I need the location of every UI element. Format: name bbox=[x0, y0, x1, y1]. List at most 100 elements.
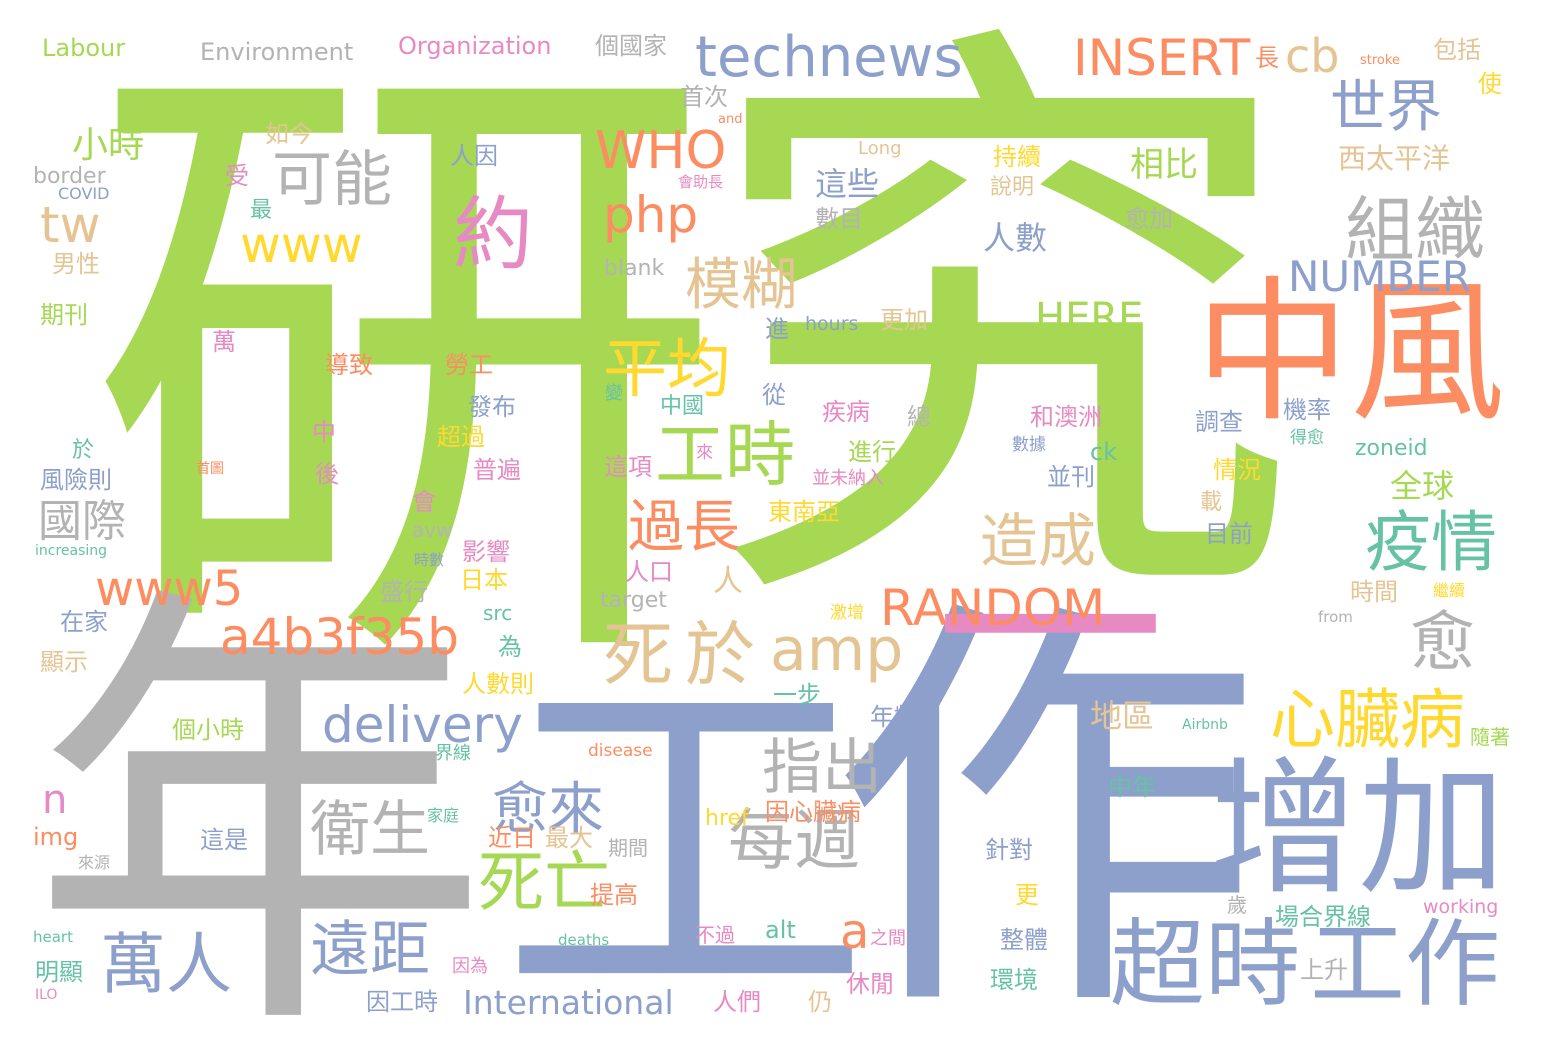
word-fabu: 發布 bbox=[468, 395, 516, 419]
word-gexiaoshi: 個小時 bbox=[172, 718, 244, 742]
word-covid: COVID bbox=[58, 186, 109, 202]
word-working: working bbox=[1423, 898, 1498, 917]
word-diqu: 地區 bbox=[1090, 700, 1154, 732]
word-jixu: 繼續 bbox=[1433, 583, 1465, 599]
word-chaoguo: 超過 bbox=[437, 425, 485, 449]
word-yinwei: 因為 bbox=[452, 958, 488, 976]
word-mingxian: 明顯 bbox=[35, 960, 83, 984]
word-zoneid: zoneid bbox=[1355, 438, 1428, 460]
word-number: NUMBER bbox=[1288, 256, 1471, 298]
word-geng: 更 bbox=[1015, 883, 1039, 907]
word-xianshi: 顯示 bbox=[40, 650, 88, 674]
word-jiating: 家庭 bbox=[427, 808, 459, 824]
word-shou: 受 bbox=[225, 164, 249, 188]
word-img: img bbox=[33, 825, 78, 849]
word-zhexie: 這些 bbox=[815, 168, 879, 200]
word-xinzangbing: 心臟病 bbox=[1270, 688, 1465, 753]
word-zhongnian: 中年 bbox=[1108, 775, 1156, 799]
word-hou: 後 bbox=[315, 462, 339, 486]
word-rujin: 如今 bbox=[265, 122, 313, 146]
word-gengjia: 更加 bbox=[880, 308, 928, 332]
word-increasing: increasing bbox=[35, 544, 107, 558]
word-airbnb: Airbnb bbox=[1182, 718, 1228, 732]
word-reng: 仍 bbox=[808, 990, 832, 1014]
word-chixu: 持續 bbox=[993, 145, 1041, 169]
word-zaijia: 在家 bbox=[60, 610, 108, 634]
word-yiqing: 疫情 bbox=[1365, 510, 1497, 576]
word-si: 死 bbox=[603, 620, 673, 690]
word-shumu: 數目 bbox=[815, 207, 863, 231]
word-disease: disease bbox=[588, 743, 653, 760]
word-yu3: 於 bbox=[72, 440, 94, 462]
word-jilv: 機率 bbox=[1283, 398, 1331, 422]
word-renmen: 人們 bbox=[713, 990, 761, 1014]
word-muqian: 目前 bbox=[1205, 522, 1253, 546]
word-zhendui: 針對 bbox=[985, 838, 1033, 862]
word-ren: 人 bbox=[713, 567, 743, 597]
word-insert: INSERT bbox=[1073, 33, 1250, 83]
word-wanren: 萬人 bbox=[100, 932, 232, 998]
word-diaocha: 調查 bbox=[1195, 410, 1243, 434]
word-zhichu: 指出 bbox=[762, 738, 882, 798]
word-zhong: 中 bbox=[312, 420, 336, 444]
word-www5: www5 bbox=[95, 565, 243, 613]
word-wan: 萬 bbox=[212, 330, 236, 354]
word-cong: 從 bbox=[762, 383, 786, 407]
word-organization: Organization bbox=[398, 34, 551, 58]
word-xiangbi: 相比 bbox=[1130, 148, 1198, 182]
word-zengjia: 增加 bbox=[1210, 755, 1506, 903]
word-lai: 來 bbox=[696, 445, 713, 462]
word-wei: 為 bbox=[498, 635, 522, 659]
word-from: from bbox=[1318, 610, 1353, 625]
word-a: a bbox=[840, 908, 869, 956]
word-yu2: 於 bbox=[685, 620, 755, 690]
word-n: n bbox=[42, 780, 67, 820]
word-environment: Environment bbox=[200, 40, 353, 64]
word-and: and bbox=[718, 113, 742, 126]
word-jibing: 疾病 bbox=[822, 400, 870, 424]
word-heaozhou: 和澳洲 bbox=[1030, 405, 1102, 429]
word-yu: 愈 bbox=[1410, 610, 1475, 675]
word-yingongshi: 因工時 bbox=[366, 990, 438, 1014]
word-shengxing: 盛行 bbox=[380, 580, 428, 604]
word-yue: 約 bbox=[453, 195, 533, 275]
word-qijian: 期間 bbox=[608, 838, 648, 858]
word-shuju: 數據 bbox=[1012, 437, 1046, 454]
word-php: php bbox=[603, 190, 698, 240]
word-avw: avw bbox=[412, 520, 452, 540]
word-international: International bbox=[463, 986, 674, 1019]
word-nanxing: 男性 bbox=[52, 252, 100, 276]
word-alt: alt bbox=[765, 918, 796, 942]
word-dongnanya: 東南亞 bbox=[768, 500, 840, 524]
word-www: www bbox=[240, 220, 363, 270]
word-chang: 長 bbox=[1255, 46, 1279, 70]
word-xiaoshi: 小時 bbox=[72, 128, 144, 164]
word-guochang: 過長 bbox=[628, 500, 740, 556]
word-zhexiang: 這項 bbox=[604, 455, 652, 479]
word-chaoshi: 超時 bbox=[1110, 918, 1300, 1013]
word-cb: cb bbox=[1285, 33, 1340, 79]
word-renkou: 人口 bbox=[625, 560, 673, 584]
word-buguo: 不過 bbox=[695, 925, 735, 945]
word-suizhe: 隨著 bbox=[1470, 727, 1510, 747]
word-jiexian: 界線 bbox=[435, 745, 471, 763]
word-renyin: 人因 bbox=[450, 144, 498, 168]
word-zong: 總 bbox=[907, 405, 931, 429]
word-yuanju: 遠距 bbox=[310, 920, 430, 980]
word-changhejiexian: 場合界線 bbox=[1275, 905, 1371, 929]
word-gongshi: 工時 bbox=[655, 420, 795, 490]
word-shijie: 世界 bbox=[1330, 80, 1442, 136]
word-zhongguo: 中國 bbox=[660, 396, 704, 418]
word-mohu: 模糊 bbox=[685, 258, 797, 314]
word-long: Long bbox=[858, 140, 902, 158]
word-xiuxian: 休閒 bbox=[846, 972, 894, 996]
word-stroke: stroke bbox=[1360, 54, 1400, 67]
word-random: RANDOM bbox=[880, 583, 1105, 633]
word-quanqiu: 全球 bbox=[1390, 470, 1454, 502]
word-yingxiang: 影響 bbox=[462, 540, 510, 564]
word-jizeng: 激增 bbox=[830, 605, 864, 622]
word-bingweinaru: 並未納入 bbox=[812, 470, 884, 488]
word-yujia: 愈加 bbox=[1125, 207, 1173, 231]
word-who: WHO bbox=[595, 125, 726, 177]
